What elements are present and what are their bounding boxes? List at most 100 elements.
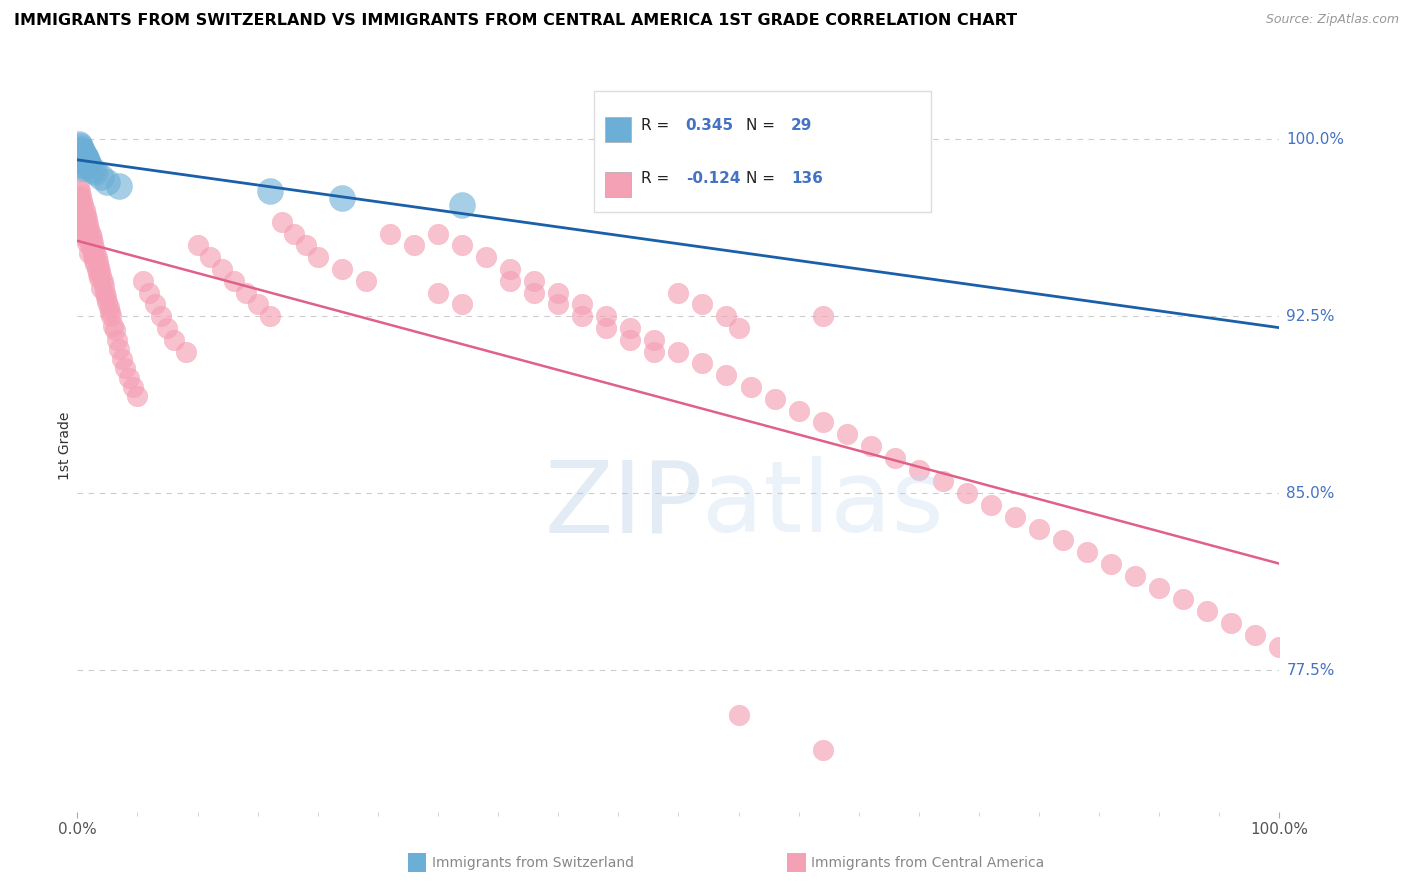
Point xyxy=(96,295,118,310)
Point xyxy=(1244,628,1267,642)
Point xyxy=(571,310,593,324)
Point xyxy=(259,310,281,324)
Point xyxy=(73,149,96,163)
Point xyxy=(103,318,125,333)
Point xyxy=(198,250,221,264)
Point xyxy=(80,231,103,245)
Point xyxy=(186,238,209,252)
Point xyxy=(811,310,834,324)
Point xyxy=(307,250,329,264)
Point xyxy=(595,310,617,324)
Point xyxy=(80,163,103,178)
Point xyxy=(70,217,93,231)
Point xyxy=(70,212,93,227)
Point xyxy=(980,498,1002,512)
Point xyxy=(354,274,377,288)
Point xyxy=(571,297,593,311)
Point xyxy=(82,248,104,262)
Text: -0.124: -0.124 xyxy=(686,170,740,186)
Text: ZIP: ZIP xyxy=(544,456,703,553)
Point xyxy=(80,243,103,257)
Text: 29: 29 xyxy=(792,118,813,133)
Point xyxy=(811,416,834,430)
Text: 100.0%: 100.0% xyxy=(1286,132,1344,147)
Text: atlas: atlas xyxy=(703,456,943,553)
Point xyxy=(75,208,97,222)
Point xyxy=(1028,522,1050,536)
Point xyxy=(76,153,98,168)
Point xyxy=(87,260,110,274)
Point xyxy=(427,227,450,241)
Point xyxy=(73,202,96,217)
Point xyxy=(132,274,155,288)
Point xyxy=(235,285,257,300)
Point xyxy=(83,241,105,255)
Point xyxy=(69,146,91,161)
Point xyxy=(76,212,98,227)
Point xyxy=(330,262,353,277)
Point xyxy=(70,142,93,156)
Point xyxy=(283,227,305,241)
Point xyxy=(294,238,316,252)
Point xyxy=(108,343,131,357)
Point xyxy=(79,234,101,248)
Point xyxy=(86,262,108,277)
Point xyxy=(643,333,665,347)
Point xyxy=(87,255,110,269)
Point xyxy=(908,462,931,476)
Point xyxy=(70,153,93,168)
Point xyxy=(82,236,104,251)
Point xyxy=(100,310,122,324)
Point xyxy=(72,210,94,224)
Point xyxy=(378,227,401,241)
Point xyxy=(76,224,98,238)
Point xyxy=(70,144,93,158)
Point xyxy=(79,227,101,241)
Point xyxy=(145,297,167,311)
Text: 136: 136 xyxy=(792,170,823,186)
Point xyxy=(523,274,546,288)
Point xyxy=(451,238,474,252)
Point xyxy=(73,156,96,170)
Point xyxy=(162,333,184,347)
Point xyxy=(643,344,665,359)
Point xyxy=(1220,615,1243,630)
Point xyxy=(811,743,834,757)
Point xyxy=(86,250,108,264)
Point xyxy=(619,333,641,347)
Point xyxy=(77,217,100,231)
Point xyxy=(105,333,128,347)
Point xyxy=(70,194,93,208)
Point xyxy=(79,158,101,172)
Point xyxy=(222,274,245,288)
Point xyxy=(70,189,93,203)
Point xyxy=(1268,640,1291,654)
Point xyxy=(156,321,179,335)
Point xyxy=(97,300,120,314)
Point xyxy=(547,297,569,311)
Point xyxy=(1149,581,1171,595)
Point xyxy=(402,238,425,252)
Point xyxy=(859,439,882,453)
Point xyxy=(79,245,101,260)
Point xyxy=(475,250,498,264)
Point xyxy=(72,222,94,236)
Point xyxy=(90,281,112,295)
Point xyxy=(67,144,90,158)
Point xyxy=(1076,545,1098,559)
Point xyxy=(108,179,131,194)
Point xyxy=(246,297,269,311)
Point xyxy=(1197,604,1219,618)
Point xyxy=(93,278,115,293)
Point xyxy=(1123,568,1146,582)
Point xyxy=(499,274,522,288)
Point xyxy=(150,310,173,324)
Point xyxy=(96,290,118,304)
Point xyxy=(90,269,112,284)
Point xyxy=(740,380,762,394)
Point xyxy=(259,184,281,198)
Point xyxy=(547,285,569,300)
Point xyxy=(76,236,98,251)
Point xyxy=(70,201,93,215)
Point xyxy=(67,179,90,194)
